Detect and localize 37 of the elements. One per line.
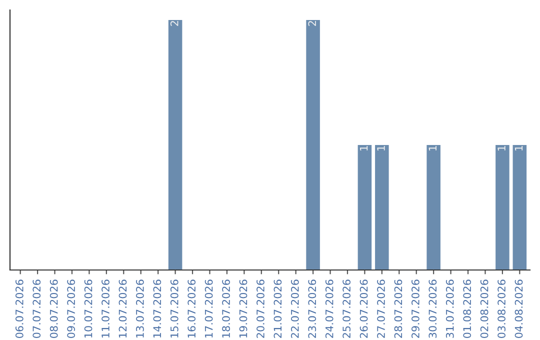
x-tick-label: 03.08.2026 xyxy=(498,280,506,338)
data-label: 1 xyxy=(377,146,385,150)
x-tick-label: 09.07.2026 xyxy=(67,280,76,338)
x-tick-label: 12.07.2026 xyxy=(118,280,127,338)
x-tick-label: 29.07.2026 xyxy=(412,280,420,338)
x-tick-label: 31.07.2026 xyxy=(446,280,454,338)
x-tick-label: 15.07.2026 xyxy=(170,280,178,338)
x-tick-label: 27.07.2026 xyxy=(377,280,385,338)
x-tick-label: 06.07.2026 xyxy=(15,280,24,338)
x-tick-label: 17.07.2026 xyxy=(204,280,213,338)
data-label: 2 xyxy=(308,21,316,26)
x-tick-label: 02.08.2026 xyxy=(480,280,488,338)
x-tick-label: 23.07.2026 xyxy=(308,280,316,338)
x-tick-label: 14.07.2026 xyxy=(153,280,162,338)
data-label: 1 xyxy=(360,146,368,150)
x-tick-label: 13.07.2026 xyxy=(136,280,144,338)
x-tick-label: 11.07.2026 xyxy=(102,280,110,338)
data-label: 1 xyxy=(514,146,523,150)
x-tick-label: 21.07.2026 xyxy=(274,280,282,338)
x-tick-label: 19.07.2026 xyxy=(239,280,248,338)
x-tick-label: 18.07.2026 xyxy=(222,280,230,338)
x-tick-label: 22.07.2026 xyxy=(290,280,299,338)
x-tick-label: 04.08.2026 xyxy=(514,280,523,338)
x-tick-label: 01.08.2026 xyxy=(463,280,472,338)
x-tick-label: 16.07.2026 xyxy=(188,280,196,338)
x-tick-label: 30.07.2026 xyxy=(428,280,437,338)
data-label: 1 xyxy=(498,146,506,150)
x-tick-label: 07.07.2026 xyxy=(32,280,41,338)
x-tick-label: 25.07.2026 xyxy=(342,280,351,338)
data-label: 1 xyxy=(428,146,436,150)
x-tick-label: 26.07.2026 xyxy=(360,280,368,338)
x-tick-label: 08.07.2026 xyxy=(50,280,58,338)
x-tick-label: 28.07.2026 xyxy=(394,280,402,338)
data-label: 2 xyxy=(170,21,178,26)
x-tick-label: 10.07.2026 xyxy=(84,280,92,338)
x-tick-label: 20.07.2026 xyxy=(256,280,264,338)
x-tick-label: 24.07.2026 xyxy=(325,280,334,338)
